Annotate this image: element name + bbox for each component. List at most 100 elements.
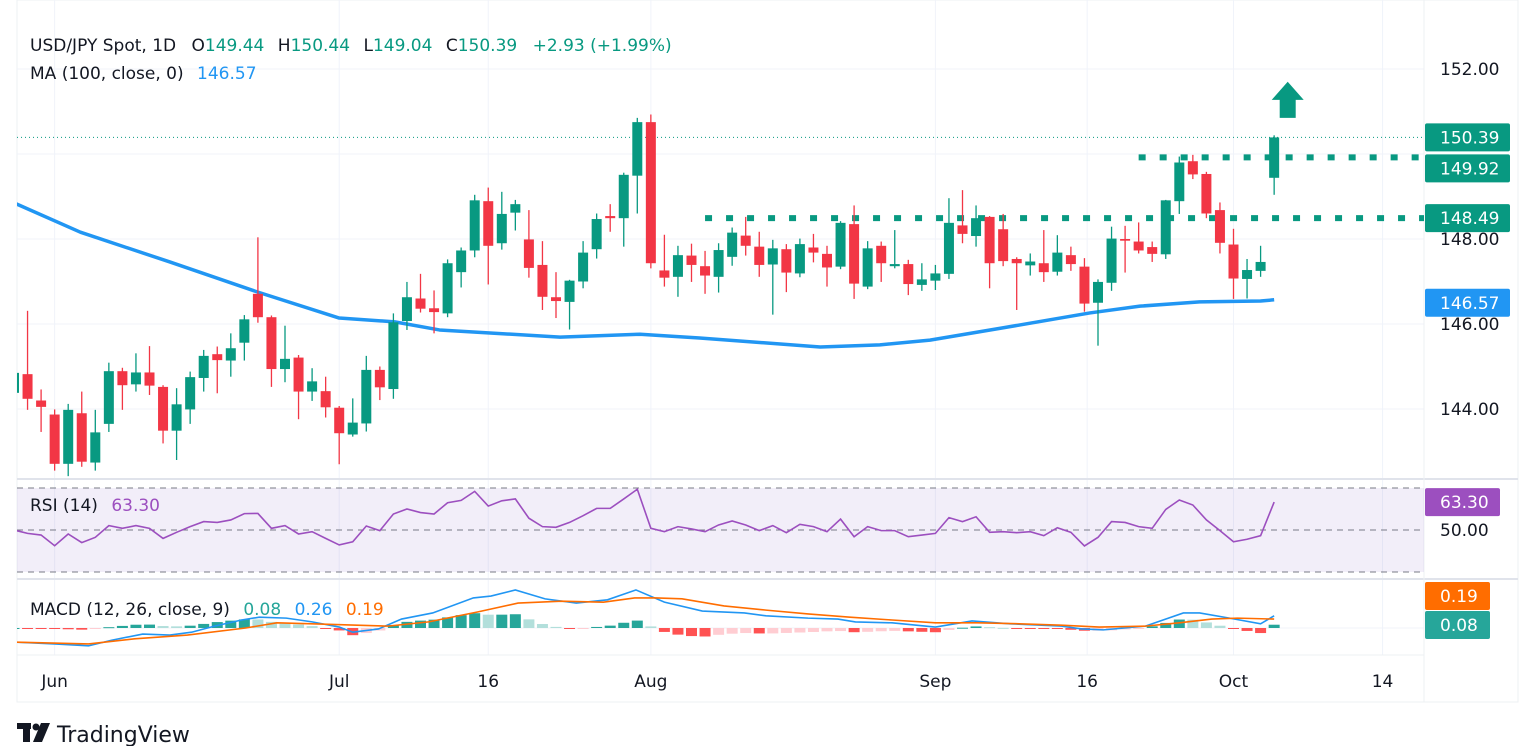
candle-body [740, 235, 751, 246]
macd-histogram-bar [740, 628, 752, 634]
candle-body [835, 222, 846, 267]
candle-body [1011, 258, 1022, 264]
candle-body [794, 244, 805, 274]
candle-body [700, 266, 711, 276]
candle-up [727, 227, 738, 266]
macd-histogram-bar [686, 628, 697, 637]
candle-down [605, 204, 616, 232]
candle-down [1011, 257, 1022, 310]
candle-down [1228, 228, 1239, 299]
candle-up [943, 198, 954, 279]
candle-body [415, 298, 426, 309]
level-price-label: 149.92 [1440, 159, 1499, 179]
candle-body [198, 355, 209, 378]
macd-histogram-bar [577, 628, 589, 629]
candle-up [63, 403, 74, 477]
candle-up [130, 353, 141, 392]
macd-histogram-bar [713, 628, 725, 635]
candle-body [388, 322, 399, 390]
time-tick-label: 16 [477, 672, 499, 692]
macd-histogram-bar [171, 626, 183, 628]
level-price-label-box [1425, 204, 1510, 233]
macd-histogram-bar [415, 620, 426, 628]
macd-histogram-bar [1160, 622, 1172, 628]
macd-histogram-bar [374, 628, 386, 631]
candle-body [158, 386, 169, 431]
candle-body [212, 354, 223, 361]
candle-body [903, 264, 914, 285]
rsi-tick-label: 50.00 [1440, 521, 1489, 541]
macd-histogram-bar [848, 628, 860, 633]
candle-body [307, 381, 318, 392]
candle-down [1187, 154, 1198, 180]
candle-body [1025, 261, 1036, 266]
candle-body [266, 317, 277, 370]
candle-body [1038, 263, 1049, 273]
macd-histogram-bar [970, 626, 982, 628]
candle-down [551, 272, 561, 319]
candle-body [1214, 210, 1225, 243]
candle-down [876, 241, 887, 282]
macd-pane[interactable] [9, 589, 1280, 647]
header-legend: USD/JPY Spot, 1D O149.44 H150.44 L149.04… [30, 36, 672, 56]
candle-up [469, 194, 480, 258]
macd-signal-label: 0.19 [1440, 587, 1478, 607]
candle-body [591, 219, 602, 250]
macd-label: MACD (12, 26, close, 9) [30, 600, 230, 620]
candle-body [442, 263, 453, 314]
time-axis[interactable]: Jun Jul 16 Aug Sep 16 Oct 14 [40, 672, 1393, 692]
candle-body [144, 372, 155, 386]
macd-histogram-bar [1214, 625, 1226, 628]
candle-up [1106, 226, 1117, 291]
candle-up [103, 362, 114, 432]
candle-body [510, 204, 521, 213]
close-label: C [446, 36, 458, 56]
macd-histogram-bar [1173, 619, 1185, 628]
candle-down [1201, 171, 1212, 219]
candle-down [212, 346, 223, 394]
candle-body [916, 279, 927, 285]
macd-histogram-bar [875, 628, 887, 632]
candle-up [280, 325, 290, 383]
candle-body [713, 250, 724, 277]
tradingview-logo[interactable]: TradingView [17, 723, 190, 746]
time-tick-label: Aug [634, 672, 667, 692]
main-pane[interactable] [9, 81, 1424, 477]
candle-body [1052, 252, 1063, 272]
macd-histogram-bar [1024, 628, 1036, 629]
macd-hist-value: 0.08 [243, 600, 281, 620]
arrow-up-icon [1271, 81, 1304, 118]
macd-histogram-bar [889, 628, 901, 631]
candle-body [239, 319, 250, 343]
close-value: 150.39 [458, 36, 517, 56]
candle-up [496, 191, 507, 250]
change-value: +2.93 (+1.99%) [533, 36, 672, 56]
candle-body [22, 374, 33, 399]
candle-body [185, 377, 196, 410]
macd-histogram-bar [49, 628, 61, 629]
last-price-label: 150.39 [1440, 128, 1499, 148]
candle-down [659, 234, 670, 287]
macd-histogram-bar [116, 625, 128, 628]
time-tick-label: 14 [1372, 672, 1394, 692]
candle-body [1093, 281, 1103, 303]
macd-histogram-bar [807, 628, 819, 632]
macd-histogram-bar [997, 627, 1009, 629]
price-axis[interactable]: 144.00 146.00 148.00 152.00 150.39 149.92 148.… [1425, 60, 1510, 639]
rsi-pane[interactable] [14, 487, 1424, 573]
candle-up [713, 243, 724, 293]
candle-down [1079, 258, 1090, 312]
candle-body [564, 280, 575, 302]
candle-body [971, 218, 982, 237]
ma-value: 146.57 [197, 64, 256, 84]
candle-down [76, 391, 87, 467]
candle-down [781, 244, 792, 293]
candle-up [1174, 156, 1185, 214]
macd-histogram-bar [1011, 628, 1023, 629]
candle-body [17, 372, 19, 393]
macd-legend: MACD (12, 26, close, 9) 0.08 0.26 0.19 [30, 600, 384, 620]
candle-up [307, 368, 318, 401]
candle-body [957, 225, 968, 234]
candle-up [239, 315, 250, 361]
